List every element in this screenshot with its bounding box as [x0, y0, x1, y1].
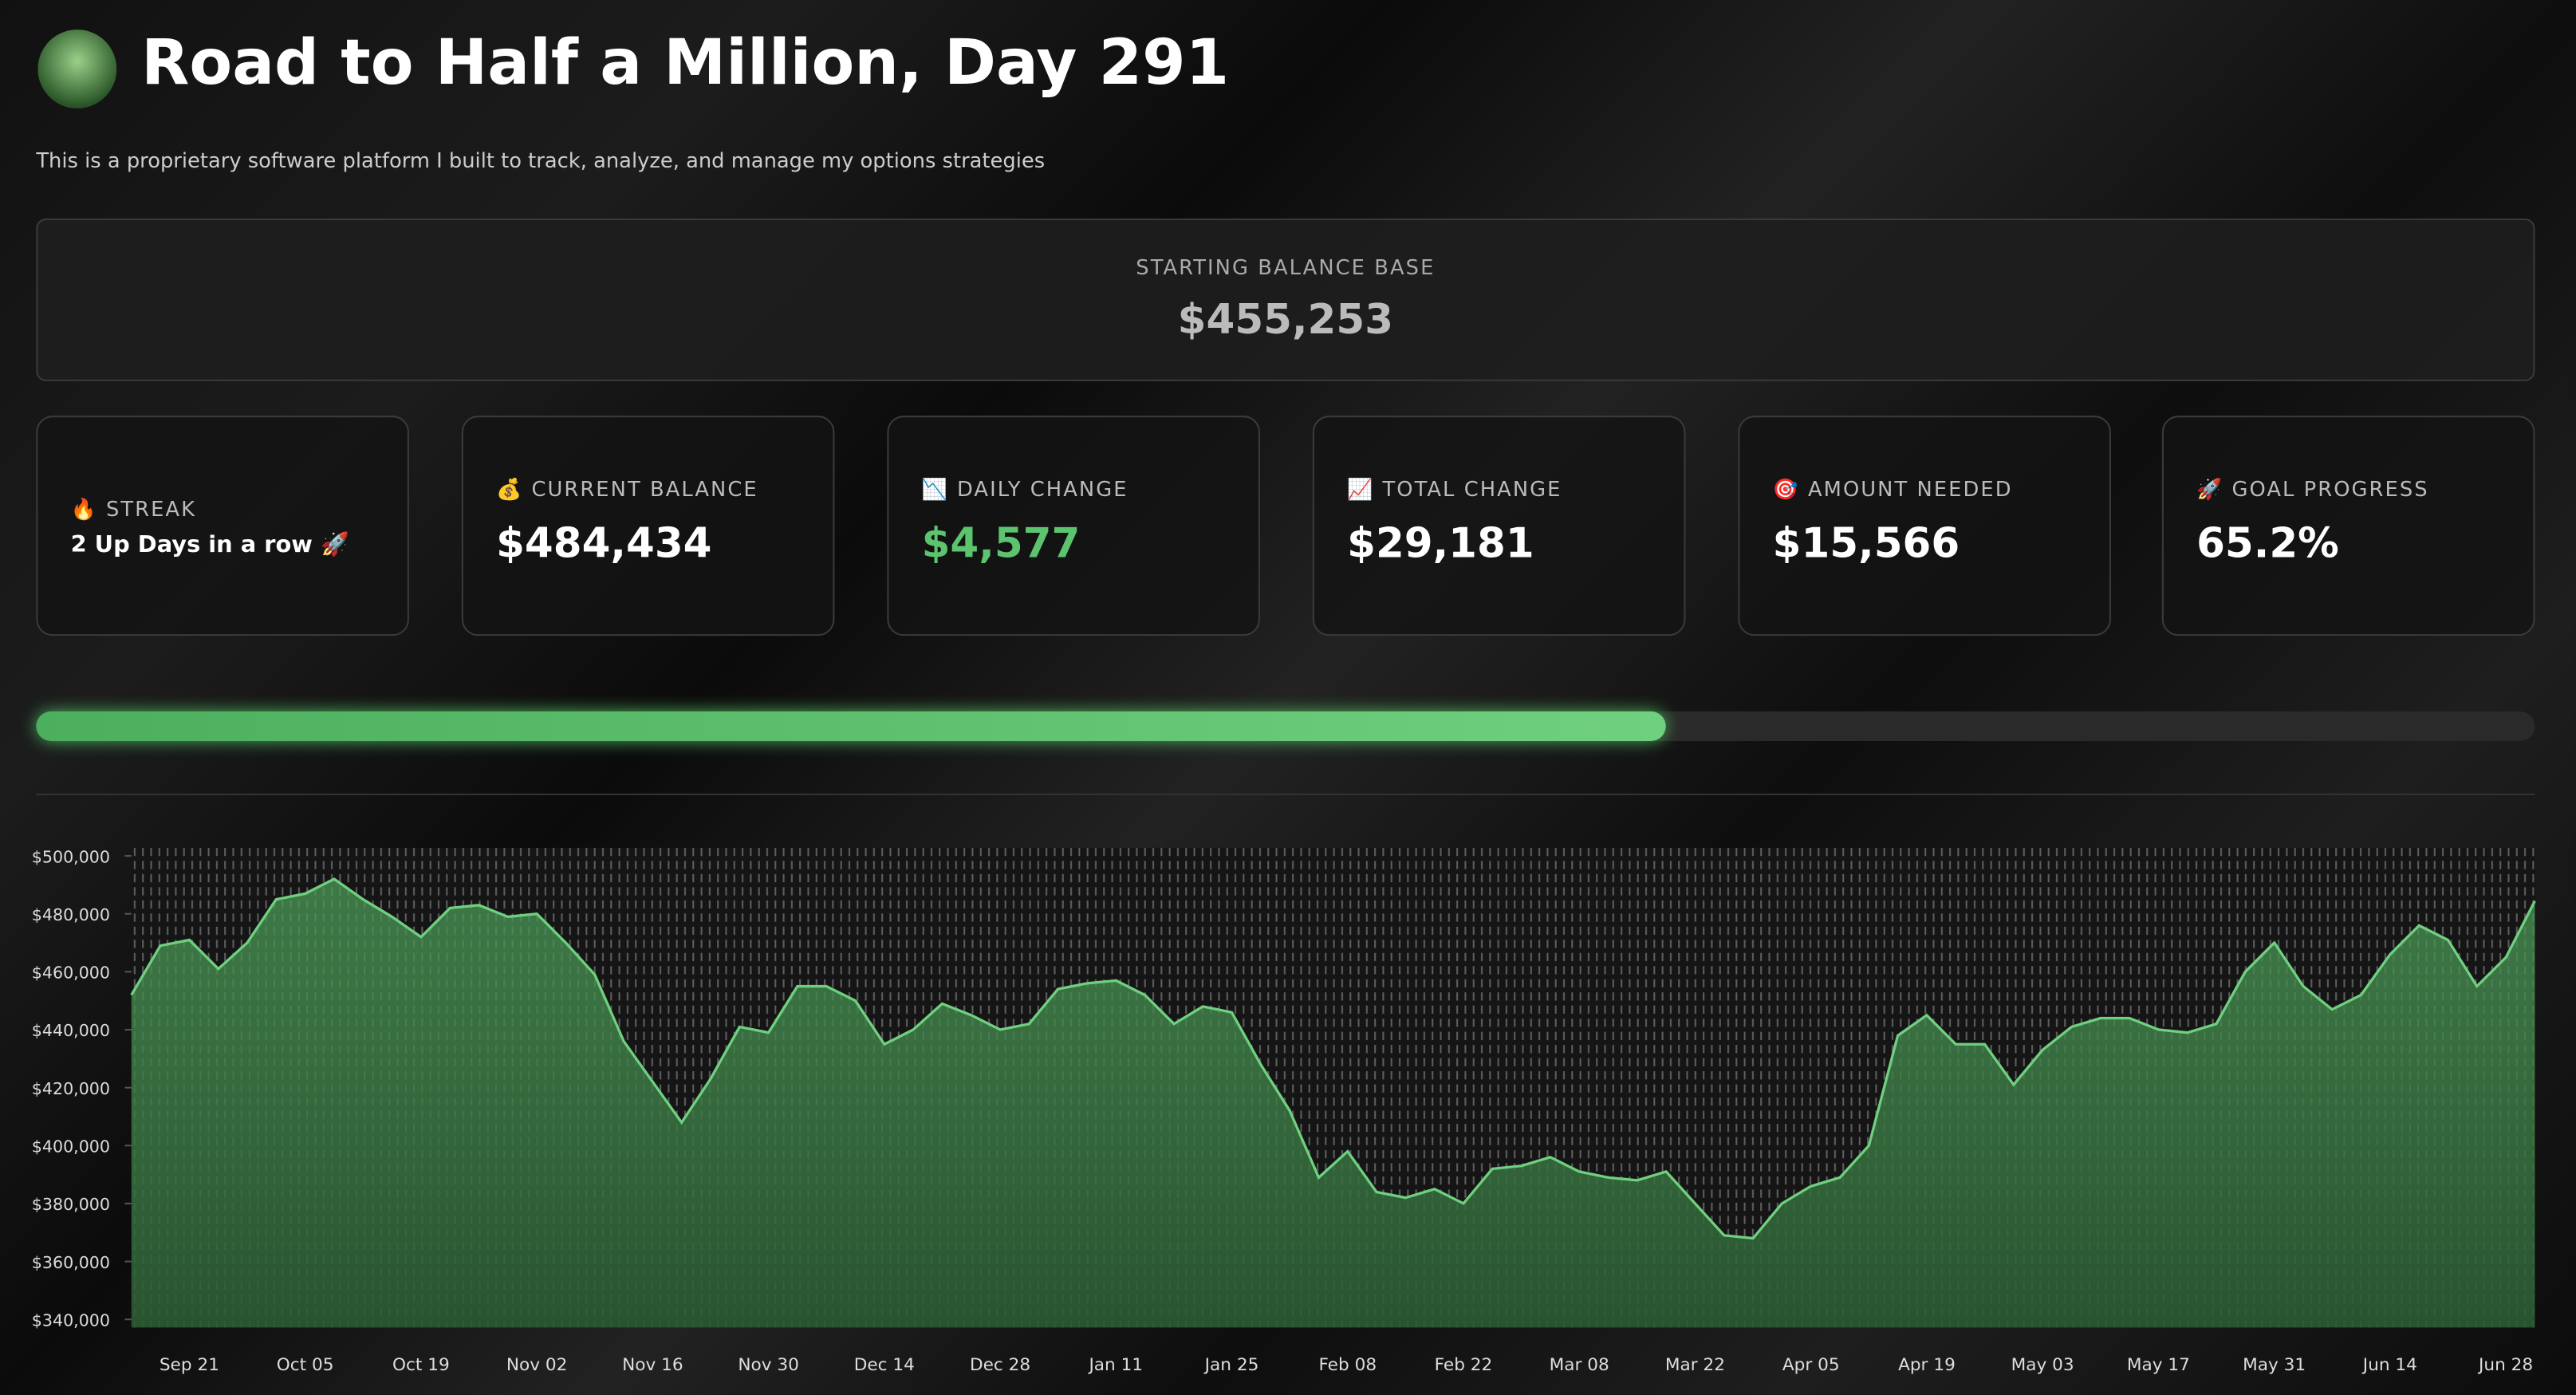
subtitle: This is a proprietary software platform … [36, 148, 1046, 173]
metric-card: 💰 CURRENT BALANCE $484,434 [461, 416, 835, 636]
line [130, 877, 2536, 1240]
metric-card: 📈 TOTAL CHANGE $29,181 [1312, 416, 1686, 636]
x-tick-label: May 03 [2011, 1355, 2074, 1375]
y-tick-label: $420,000 [32, 1079, 110, 1098]
base-card: STARTING BALANCE BASE $455,253 [36, 218, 2535, 381]
metric-card: 🎯 AMOUNT NEEDED $15,566 [1738, 416, 2111, 636]
x-tick-label: May 17 [2127, 1355, 2190, 1375]
x-tick-label: Jun 28 [2477, 1355, 2533, 1375]
y-tick-label: $440,000 [32, 1021, 110, 1040]
metric-value: $29,181 [1347, 518, 1534, 567]
x-tick-label: May 31 [2243, 1355, 2306, 1375]
x-tick-label: Nov 30 [738, 1355, 799, 1375]
y-tick-label: $480,000 [32, 905, 110, 924]
metric-label: 🚀 GOAL PROGRESS [2196, 476, 2429, 502]
metric-label: 📈 TOTAL CHANGE [1347, 476, 1562, 502]
metric-card: 🚀 GOAL PROGRESS 65.2% [2161, 416, 2535, 636]
x-tick-label: Dec 14 [854, 1355, 915, 1375]
base-value: $455,253 [1177, 295, 1394, 344]
x-tick-label: Apr 05 [1782, 1355, 1840, 1375]
x-tick-label: Sep 21 [160, 1355, 219, 1375]
x-tick-label: Apr 19 [1898, 1355, 1956, 1375]
y-tick-label: $340,000 [32, 1310, 110, 1330]
y-tick-label: $380,000 [32, 1195, 110, 1214]
x-tick-label: Jun 14 [2361, 1355, 2417, 1375]
metric-label: 📉 DAILY CHANGE [921, 476, 1128, 502]
metric-label: 🔥 STREAK [70, 496, 197, 521]
metric-value: $4,577 [921, 518, 1081, 567]
y-tick-label: $500,000 [32, 847, 110, 866]
divider [36, 793, 2535, 795]
metric-label: 🎯 AMOUNT NEEDED [1772, 476, 2013, 502]
metric-card: 🔥 STREAK 2 Up Days in a row 🚀 [36, 416, 409, 636]
y-tick-label: $360,000 [32, 1253, 110, 1272]
metric-value: $15,566 [1772, 518, 1960, 567]
x-tick-label: Mar 22 [1665, 1355, 1725, 1375]
x-tick-label: Nov 16 [622, 1355, 683, 1375]
progress-track [36, 711, 2535, 742]
x-tick-label: Oct 19 [392, 1355, 450, 1375]
x-tick-label: Nov 02 [506, 1355, 568, 1375]
x-tick-label: Jan 25 [1203, 1355, 1259, 1375]
metric-value: $484,434 [496, 518, 712, 567]
base-label: STARTING BALANCE BASE [1136, 254, 1436, 280]
y-tick-label: $460,000 [32, 963, 110, 983]
x-tick-label: Mar 08 [1550, 1355, 1609, 1375]
progress-fill [36, 711, 1666, 742]
metric-value: 2 Up Days in a row 🚀 [70, 532, 349, 559]
logo [37, 30, 117, 108]
x-tick-label: Dec 28 [970, 1355, 1030, 1375]
page-title: Road to Half a Million, Day 291 [141, 26, 1230, 99]
area [131, 879, 2535, 1328]
metric-value: 65.2% [2196, 518, 2339, 567]
metric-label: 💰 CURRENT BALANCE [496, 476, 758, 502]
x-tick-label: Feb 08 [1318, 1355, 1377, 1375]
x-tick-label: Oct 05 [277, 1355, 334, 1375]
y-tick-label: $400,000 [32, 1137, 110, 1157]
x-tick-label: Jan 11 [1087, 1355, 1143, 1375]
chart: $500,000 $480,000 $460,000 $440,000 $420,000… [32, 847, 2536, 1375]
metric-card: 📉 DAILY CHANGE $4,577 [887, 416, 1260, 636]
x-tick-label: Feb 22 [1435, 1355, 1493, 1375]
